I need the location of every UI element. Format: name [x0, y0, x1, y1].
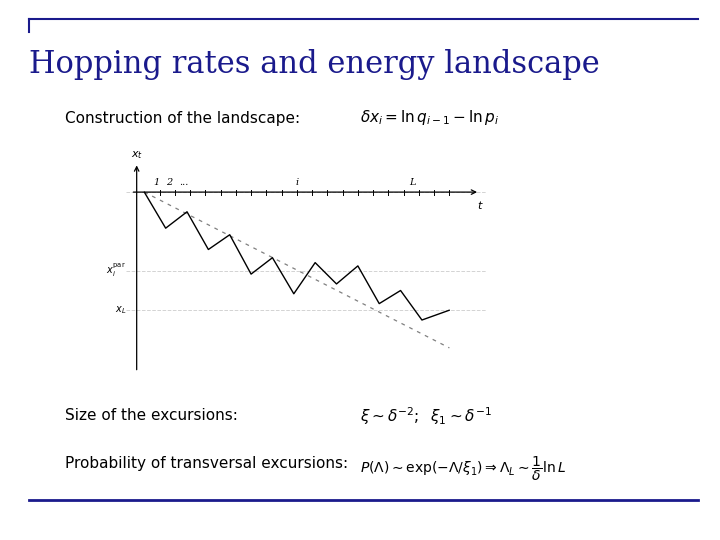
Text: $\delta x_i = \ln q_{i-1} - \ln p_i$: $\delta x_i = \ln q_{i-1} - \ln p_i$: [360, 108, 500, 127]
Text: Probability of transversal excursions:: Probability of transversal excursions:: [65, 456, 348, 471]
Text: $P(\Lambda) \sim \exp(-\Lambda/\xi_1) \Rightarrow \Lambda_L \sim \dfrac{1}{\delt: $P(\Lambda) \sim \exp(-\Lambda/\xi_1) \R…: [360, 455, 566, 483]
Text: 2: 2: [166, 178, 172, 187]
Text: Size of the excursions:: Size of the excursions:: [65, 408, 238, 423]
Text: Construction of the landscape:: Construction of the landscape:: [65, 111, 300, 126]
Text: Hopping rates and energy landscape: Hopping rates and energy landscape: [29, 49, 600, 79]
Text: L: L: [410, 178, 416, 187]
Text: $x_L$: $x_L$: [114, 304, 126, 316]
Text: $x_i^{\rm par}$: $x_i^{\rm par}$: [106, 262, 126, 279]
Text: 1: 1: [153, 178, 160, 187]
Text: $\xi \sim \delta^{-2};\;\; \xi_1 \sim \delta^{-1}$: $\xi \sim \delta^{-2};\;\; \xi_1 \sim \d…: [360, 405, 492, 427]
Text: $x_t$: $x_t$: [130, 149, 143, 161]
Text: i: i: [295, 178, 298, 187]
Text: $t$: $t$: [477, 199, 483, 211]
Text: ...: ...: [179, 178, 189, 187]
